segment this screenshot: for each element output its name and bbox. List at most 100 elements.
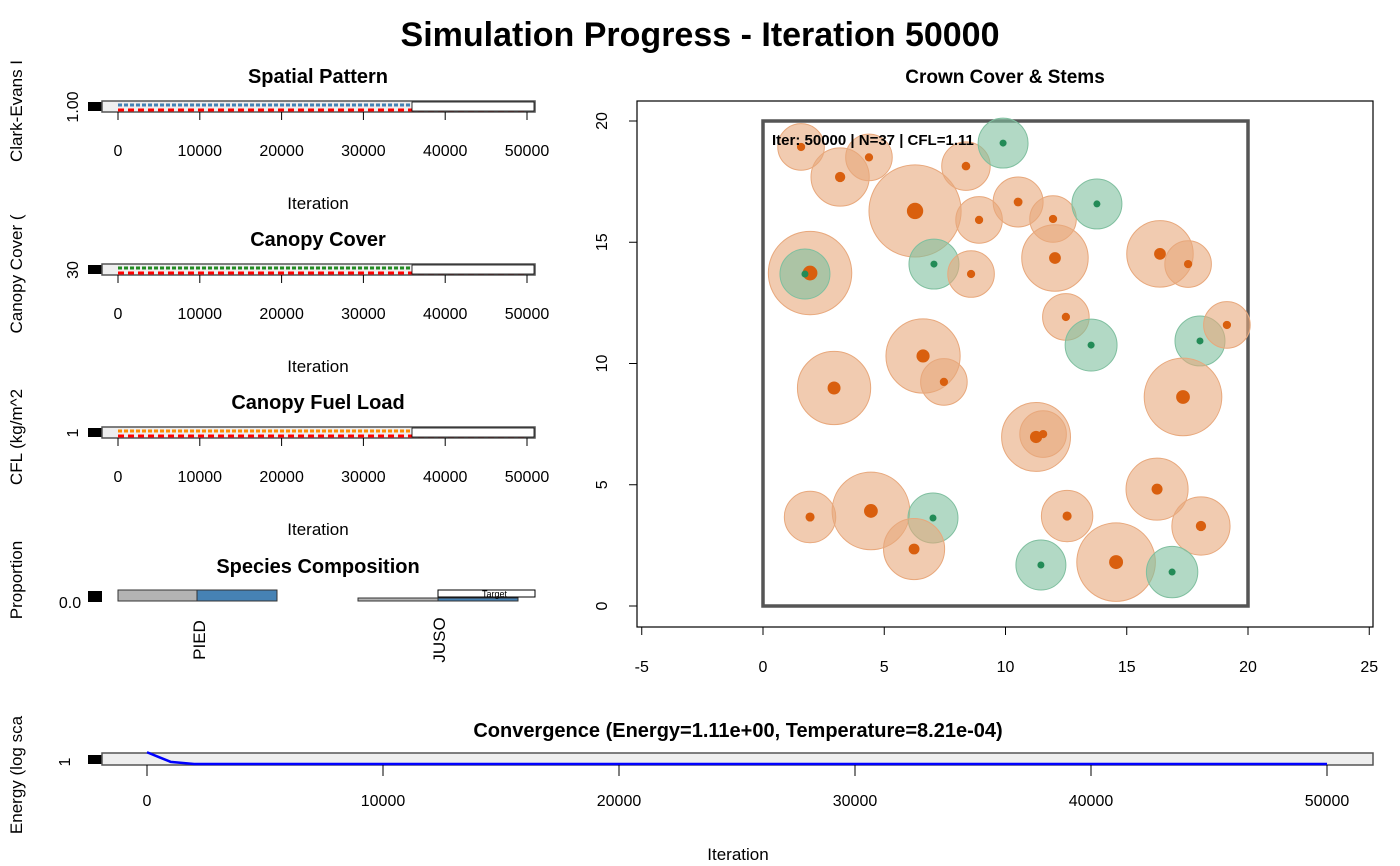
x-tick-label: 30000	[341, 469, 386, 486]
x-tick-label: 20000	[259, 469, 304, 486]
y-tick-label: 15	[594, 233, 611, 251]
bar-juso-actual	[437, 597, 519, 602]
pied-stem	[1049, 252, 1061, 264]
x-tick-label: 40000	[1069, 793, 1114, 810]
legend-box	[411, 427, 535, 438]
juso-stem	[1087, 341, 1095, 349]
x-tick-label: 40000	[423, 469, 468, 486]
pied-stem	[1183, 259, 1193, 269]
pied-stem	[916, 349, 930, 363]
x-tick-label: 50000	[505, 469, 550, 486]
legend-box	[411, 101, 535, 112]
juso-stem	[1093, 200, 1101, 208]
panel-title: Canopy Fuel Load	[231, 392, 404, 414]
x-tick-label: 0	[114, 143, 123, 160]
x-axis-label: Iteration	[287, 520, 348, 539]
juso-stem	[1168, 568, 1176, 576]
y-axis-label: Canopy Cover (	[7, 214, 26, 333]
pied-stem	[1176, 390, 1190, 404]
y-tick-label: 10	[594, 355, 611, 373]
juso-stem	[999, 139, 1007, 147]
panel-title: Species Composition	[216, 556, 419, 578]
pied-stem	[906, 202, 924, 220]
y-tick-label: 1.00	[65, 91, 82, 122]
pied-stem	[961, 161, 971, 171]
x-tick-label: 0	[114, 469, 123, 486]
crown-plot-box	[636, 100, 1374, 628]
y-tick-label: 5	[594, 480, 611, 489]
pied-stem	[974, 215, 984, 225]
legend-label: Target	[482, 589, 508, 599]
y-axis-label: Energy (log sca	[7, 715, 26, 834]
main-title: Simulation Progress - Iteration 50000	[401, 16, 1000, 54]
x-tick-label: 30000	[341, 143, 386, 160]
panel-title: Convergence (Energy=1.11e+00, Temperatur…	[473, 720, 1002, 742]
y-tick-label: 20	[594, 112, 611, 130]
juso-stem	[1196, 337, 1204, 345]
pied-stem	[1222, 320, 1232, 330]
x-tick-label: 50000	[505, 306, 550, 323]
x-tick-label: 20000	[259, 306, 304, 323]
pied-stem	[1013, 197, 1023, 207]
x-tick-label: 0	[143, 793, 152, 810]
x-tick-label: 10000	[178, 143, 223, 160]
pied-stem	[1195, 520, 1207, 532]
juso-stem	[930, 260, 938, 268]
legend-marks	[88, 591, 102, 602]
pied-stem	[827, 381, 841, 395]
y-tick-label: 0	[594, 601, 611, 610]
legend-box	[437, 589, 536, 598]
legend-marks	[88, 102, 102, 111]
juso-stem	[929, 514, 937, 522]
category-label: PIED	[190, 620, 209, 660]
juso-stem	[801, 270, 809, 278]
pied-stem	[864, 504, 878, 518]
pied-stem	[1109, 555, 1124, 570]
x-tick-label: 5	[880, 659, 889, 676]
x-tick-label: -5	[635, 659, 649, 676]
y-tick-label: 1	[57, 757, 74, 766]
juso-stem	[1037, 561, 1045, 569]
y-axis-label: Clark-Evans I	[7, 60, 26, 162]
x-axis-label: Iteration	[707, 845, 768, 864]
pied-stem	[966, 269, 976, 279]
pied-stem	[796, 142, 806, 152]
x-tick-label: 10000	[178, 306, 223, 323]
pied-stem	[1061, 312, 1071, 322]
category-label: JUSO	[430, 617, 449, 662]
pied-stem	[864, 153, 874, 162]
x-tick-label: 20000	[259, 143, 304, 160]
legend-marks	[88, 265, 102, 274]
x-tick-label: 20000	[597, 793, 642, 810]
y-axis-label: Proportion	[7, 541, 26, 619]
y-tick-label: 1	[65, 428, 82, 437]
x-tick-label: 30000	[341, 306, 386, 323]
pied-stem	[908, 543, 920, 555]
bar-juso-target	[357, 597, 439, 602]
energy-line	[146, 751, 1327, 766]
x-axis-label: Iteration	[287, 194, 348, 213]
y-tick-label: 30	[65, 261, 82, 279]
x-tick-label: 25	[1360, 659, 1378, 676]
x-tick-label: 10000	[361, 793, 406, 810]
y-tick-label: 0.0	[59, 595, 81, 612]
legend-box	[411, 264, 535, 275]
x-tick-label: 30000	[833, 793, 878, 810]
panel-title: Canopy Cover	[250, 229, 386, 251]
pied-stem	[1062, 511, 1072, 521]
bar-pied-target	[117, 589, 198, 602]
crown-annotation: Iter: 50000 | N=37 | CFL=1.11	[772, 132, 974, 149]
bar-pied-actual	[196, 589, 278, 602]
x-tick-label: 50000	[505, 143, 550, 160]
x-tick-label: 20	[1239, 659, 1257, 676]
x-tick-label: 0	[114, 306, 123, 323]
panel-title: Spatial Pattern	[248, 66, 388, 88]
x-tick-label: 0	[759, 659, 768, 676]
x-tick-label: 40000	[423, 306, 468, 323]
x-axis-label: Iteration	[287, 357, 348, 376]
pied-stem	[1151, 483, 1163, 495]
pied-stem	[805, 512, 815, 522]
pied-stem	[834, 171, 846, 183]
y-axis-label: CFL (kg/m^2	[7, 389, 26, 485]
